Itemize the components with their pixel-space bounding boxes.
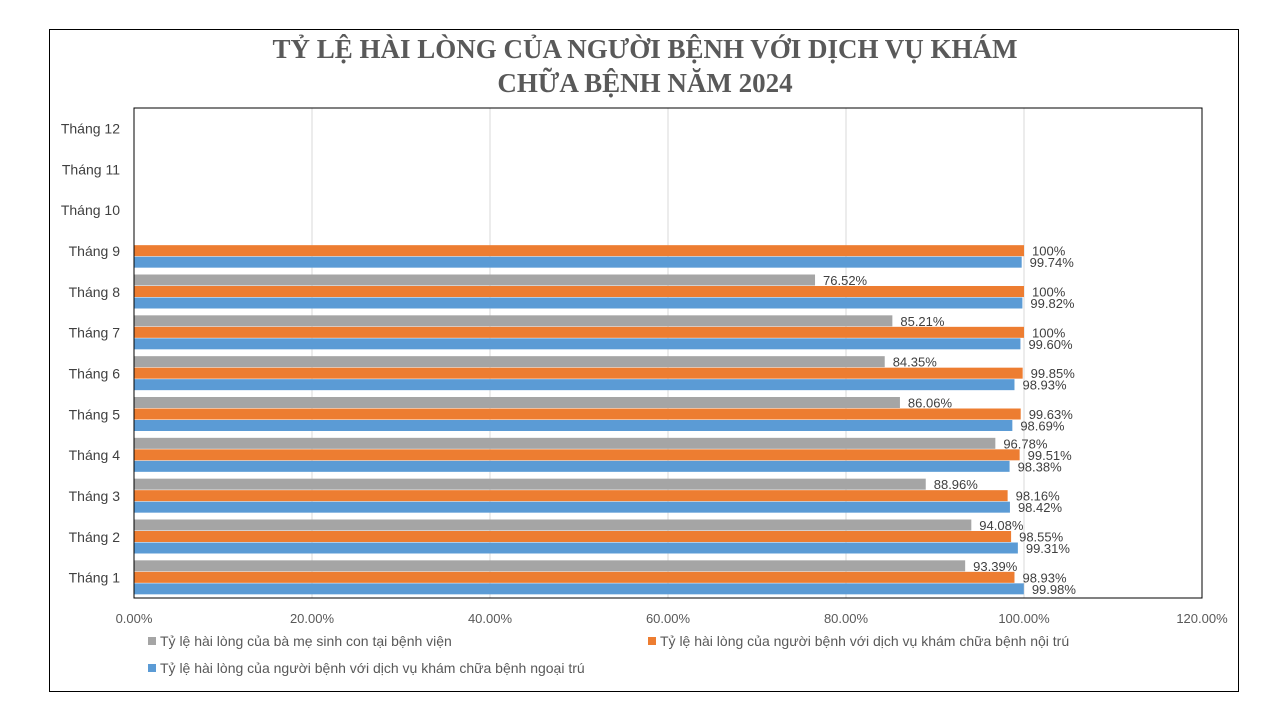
category-label: Tháng 8 (69, 284, 121, 300)
bar (134, 326, 1024, 338)
data-label: 100% (1032, 325, 1066, 340)
category-label: Tháng 4 (69, 447, 121, 463)
x-tick-label: 100.00% (998, 611, 1050, 626)
category-label: Tháng 10 (61, 202, 120, 218)
legend-label: Tỷ lệ hài lòng của người bệnh với dịch v… (660, 633, 1069, 649)
grid-layer (311, 108, 1025, 598)
category-label: Tháng 12 (61, 120, 120, 136)
chart-title-line-2: CHỮA BỆNH NĂM 2024 (497, 67, 792, 98)
bar (134, 274, 816, 286)
bar (134, 449, 1020, 461)
data-label: 99.31% (1026, 541, 1071, 556)
data-label: 76.52% (823, 273, 868, 288)
category-label: Tháng 1 (69, 570, 121, 586)
legend-swatch (148, 664, 156, 672)
bar (134, 367, 1023, 379)
bar (134, 286, 1024, 297)
plot-area-border (133, 107, 1203, 599)
category-label: Tháng 3 (69, 488, 121, 504)
chart-title-line-1: TỶ LỆ HÀI LÒNG CỦA NGƯỜI BỆNH VỚI DỊCH V… (272, 34, 1017, 64)
bar (134, 531, 1012, 542)
data-label: 98.93% (1022, 570, 1067, 585)
category-label: Tháng 7 (69, 325, 121, 341)
bar (134, 338, 1021, 350)
data-label: 86.06% (908, 396, 953, 411)
data-label: 99.63% (1029, 407, 1074, 422)
data-label: 98.16% (1016, 489, 1061, 504)
category-label: Tháng 6 (69, 365, 121, 381)
bar (134, 397, 900, 408)
data-label: 99.98% (1032, 582, 1077, 597)
data-label: 99.82% (1030, 296, 1075, 311)
bar (134, 315, 893, 327)
bar (134, 245, 1024, 257)
legend-label: Tỷ lệ hài lòng của bà mẹ sinh con tại bệ… (160, 633, 452, 649)
bar (134, 501, 1010, 513)
data-label: 99.60% (1028, 337, 1073, 352)
legend: Tỷ lệ hài lòng của bà mẹ sinh con tại bệ… (148, 633, 1069, 676)
data-label: 99.74% (1030, 255, 1075, 270)
axis-layer: 0.00% 20.00% 40.00% 60.00% 80.00% 100.00% 120.… (61, 120, 1228, 626)
bar (134, 356, 885, 368)
legend-label: Tỷ lệ hài lòng của người bệnh với dịch v… (160, 660, 585, 676)
category-label: Tháng 9 (69, 243, 121, 259)
data-label: 84.35% (893, 355, 938, 370)
x-tick-label: 60.00% (646, 611, 691, 626)
bar (134, 408, 1021, 420)
bar (134, 560, 966, 572)
bar (134, 583, 1024, 595)
bar-layer: 93.39%98.93%99.98%94.08%98.55%99.31%88.9… (134, 244, 1076, 597)
data-label: 98.55% (1019, 530, 1064, 545)
category-label: Tháng 5 (69, 406, 121, 422)
chart-frame: TỶ LỆ HÀI LÒNG CỦA NGƯỜI BỆNH VỚI DỊCH V… (49, 29, 1239, 692)
x-tick-label: 40.00% (468, 611, 513, 626)
bar (134, 460, 1010, 472)
data-label: 88.96% (934, 477, 979, 492)
chart-svg: TỶ LỆ HÀI LÒNG CỦA NGƯỜI BỆNH VỚI DỊCH V… (61, 34, 1228, 676)
legend-swatch (148, 637, 156, 645)
data-label: 98.69% (1020, 419, 1065, 434)
data-label: 98.93% (1022, 378, 1067, 393)
category-label: Tháng 2 (69, 529, 121, 545)
bar (134, 571, 1015, 583)
bar (134, 542, 1018, 554)
bar (134, 256, 1022, 268)
data-label: 100% (1032, 285, 1066, 300)
data-label: 94.08% (979, 518, 1024, 533)
data-label: 96.78% (1003, 436, 1048, 451)
x-tick-label: 0.00% (116, 611, 153, 626)
x-tick-label: 120.00% (1176, 611, 1228, 626)
data-label: 99.51% (1028, 448, 1073, 463)
data-label: 99.85% (1031, 366, 1076, 381)
bar (134, 297, 1023, 309)
legend-swatch (648, 637, 656, 645)
x-tick-label: 80.00% (824, 611, 869, 626)
bar (134, 437, 996, 449)
bar (134, 478, 926, 490)
bar (134, 519, 972, 531)
data-label: 98.38% (1018, 459, 1063, 474)
data-label: 85.21% (900, 314, 945, 329)
data-label: 93.39% (973, 559, 1018, 574)
x-tick-label: 20.00% (290, 611, 335, 626)
bar (134, 490, 1008, 502)
bar (134, 420, 1013, 431)
category-label: Tháng 11 (62, 161, 120, 177)
data-label: 100% (1032, 244, 1066, 259)
bar (134, 379, 1015, 391)
data-label: 98.42% (1018, 500, 1063, 515)
